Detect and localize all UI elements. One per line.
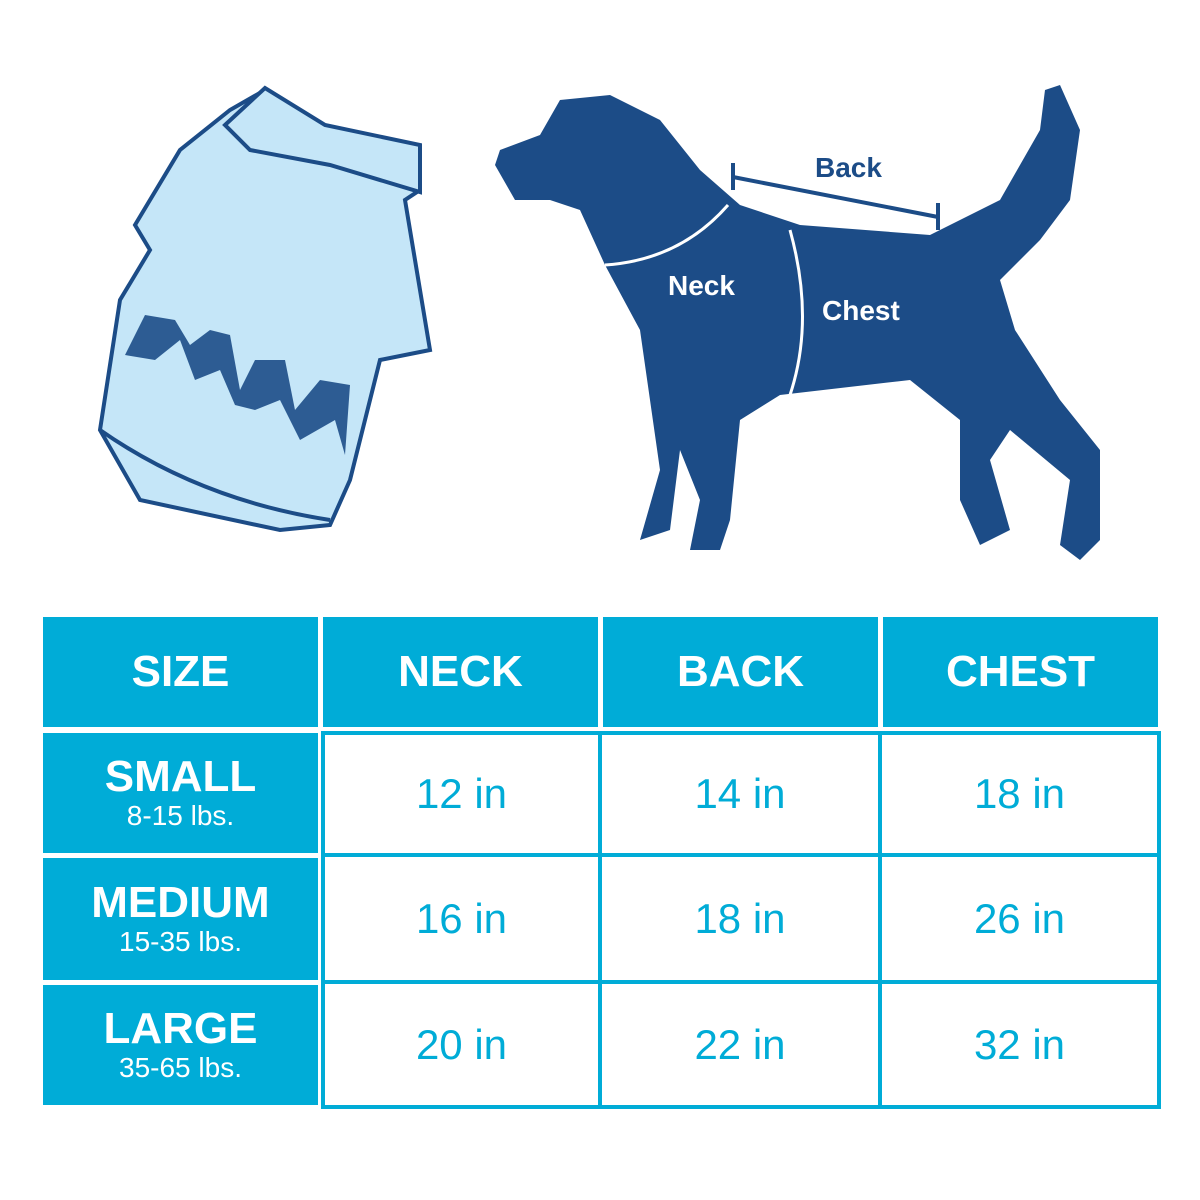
large-back: 22 in [598,980,882,1109]
small-neck: 12 in [321,731,602,857]
size-medium: MEDIUM 15-35 lbs. [43,858,318,980]
back-measure-line [731,163,940,230]
header-neck: NECK [323,617,598,727]
size-name: LARGE [103,1004,258,1053]
header-chest: CHEST [883,617,1158,727]
large-neck: 20 in [321,980,602,1109]
size-weight: 35-65 lbs. [119,1052,242,1083]
chest-label: Chest [822,295,900,326]
medium-neck: 16 in [321,853,602,984]
shirt-illustration [97,85,433,533]
size-weight: 15-35 lbs. [119,926,242,957]
medium-chest: 26 in [878,853,1161,984]
small-chest: 18 in [878,731,1161,857]
neck-label: Neck [668,270,735,301]
header-back: BACK [603,617,878,727]
illustration [97,85,1100,560]
size-name: SMALL [104,752,257,801]
size-large: LARGE 35-65 lbs. [43,985,318,1105]
header-size: SIZE [43,617,318,727]
size-small: SMALL 8-15 lbs. [43,733,318,853]
back-label: Back [815,152,882,183]
size-weight: 8-15 lbs. [126,800,235,831]
dog-silhouette [495,85,1100,560]
large-chest: 32 in [878,980,1161,1109]
medium-back: 18 in [598,853,882,984]
size-name: MEDIUM [91,878,270,927]
small-back: 14 in [598,731,882,857]
